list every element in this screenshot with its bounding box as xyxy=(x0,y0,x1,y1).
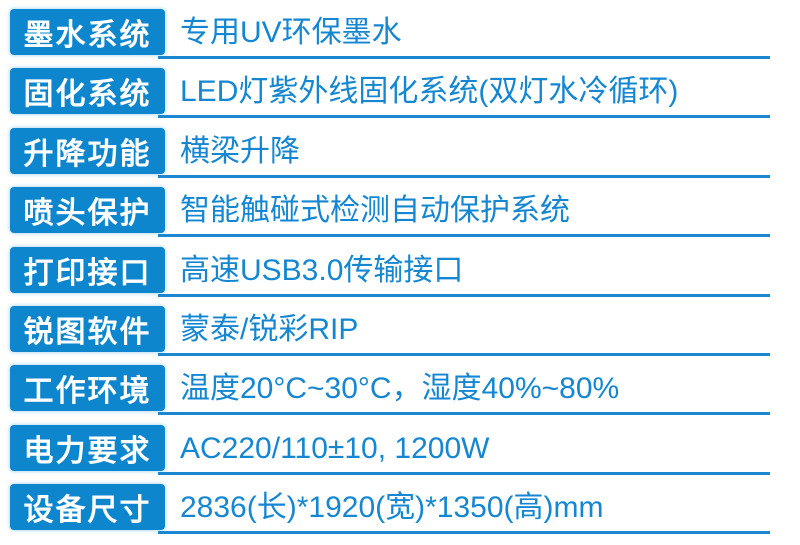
spec-row-rip-software: 锐图软件 蒙泰/锐彩RIP xyxy=(0,298,800,357)
row-underline-divider xyxy=(158,471,770,475)
spec-row-ink-system: 墨水系统 专用UV环保墨水 xyxy=(0,1,800,60)
spec-row-working-environment: 工作环境 温度20°C~30°C，湿度40%~80% xyxy=(0,357,800,416)
spec-row-curing-system: 固化系统 LED灯紫外线固化系统(双灯水冷循环) xyxy=(0,60,800,119)
row-underline-divider xyxy=(158,352,770,356)
spec-label-badge: 锐图软件 xyxy=(10,305,165,352)
spec-label-badge: 固化系统 xyxy=(10,68,165,115)
spec-label-badge: 升降功能 xyxy=(10,127,165,174)
spec-value: LED灯紫外线固化系统(双灯水冷循环) xyxy=(180,75,679,109)
spec-label-badge: 打印接口 xyxy=(10,246,165,293)
spec-value: 2836(长)*1920(宽)*1350(高)mm xyxy=(180,491,604,525)
spec-label-badge: 喷头保护 xyxy=(10,187,165,234)
spec-value: 专用UV环保墨水 xyxy=(180,16,402,49)
row-underline-divider xyxy=(158,115,770,119)
spec-row-print-interface: 打印接口 高速USB3.0传输接口 xyxy=(0,239,800,298)
spec-value: 温度20°C~30°C，湿度40%~80% xyxy=(180,372,620,406)
spec-row-lift-function: 升降功能 横梁升降 xyxy=(0,120,800,179)
spec-label-badge: 墨水系统 xyxy=(10,9,165,55)
row-underline-divider xyxy=(158,174,770,178)
spec-value: AC220/110±10, 1200W xyxy=(180,431,490,465)
spec-value: 蒙泰/锐彩RIP xyxy=(180,312,359,346)
spec-value: 横梁升降 xyxy=(180,134,300,168)
spec-value: 智能触碰式检测自动保护系统 xyxy=(180,194,570,228)
row-underline-divider xyxy=(158,56,770,59)
spec-label-badge: 电力要求 xyxy=(10,424,165,471)
row-underline-divider xyxy=(158,234,770,238)
row-underline-divider xyxy=(158,412,770,416)
spec-row-printhead-protection: 喷头保护 智能触碰式检测自动保护系统 xyxy=(0,179,800,238)
spec-value: 高速USB3.0传输接口 xyxy=(180,253,464,287)
spec-row-device-dimensions: 设备尺寸 2836(长)*1920(宽)*1350(高)mm xyxy=(0,476,800,535)
spec-label-badge: 工作环境 xyxy=(10,365,165,412)
spec-label-badge: 设备尺寸 xyxy=(10,484,165,531)
row-underline-divider xyxy=(158,293,770,297)
row-underline-divider xyxy=(158,531,770,535)
spec-row-power-requirement: 电力要求 AC220/110±10, 1200W xyxy=(0,417,800,476)
